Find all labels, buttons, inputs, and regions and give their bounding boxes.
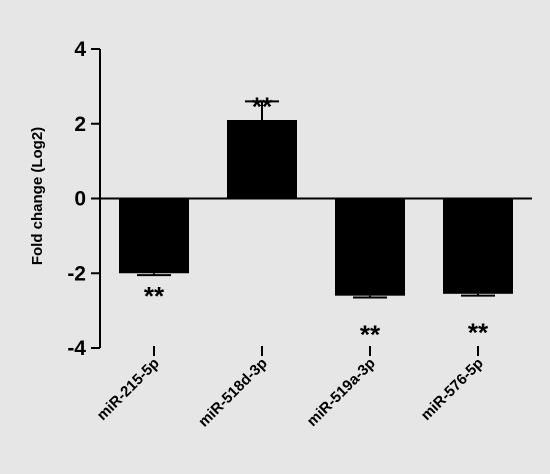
x-tick-label: miR-576-5p <box>418 355 487 424</box>
bars: ** ** ** ** <box>119 91 513 350</box>
x-tick-label: miR-518d-3p <box>195 355 271 431</box>
significance-miR-518d-3p: ** <box>252 91 273 121</box>
bar-miR-576-5p <box>443 198 513 294</box>
significance-miR-215-5p: ** <box>144 281 165 311</box>
bar-miR-519a-3p <box>335 198 405 296</box>
x-tick-label: miR-215-5p <box>94 355 163 424</box>
y-tick-label: -2 <box>67 262 86 285</box>
y-tick-label: 0 <box>74 188 86 211</box>
bar-miR-215-5p <box>119 198 189 274</box>
bar-miR-518d-3p <box>227 120 297 199</box>
y-tick-label: 4 <box>74 38 86 61</box>
y-axis: 4 2 0 -2 -4 <box>67 38 101 360</box>
y-tick-label: 2 <box>74 113 86 136</box>
y-axis-label: Fold change (Log2) <box>29 127 46 265</box>
x-tick-label: miR-519a-3p <box>304 355 379 430</box>
significance-miR-576-5p: ** <box>468 318 489 348</box>
y-tick-label: -4 <box>67 337 86 360</box>
significance-miR-519a-3p: ** <box>360 320 381 350</box>
